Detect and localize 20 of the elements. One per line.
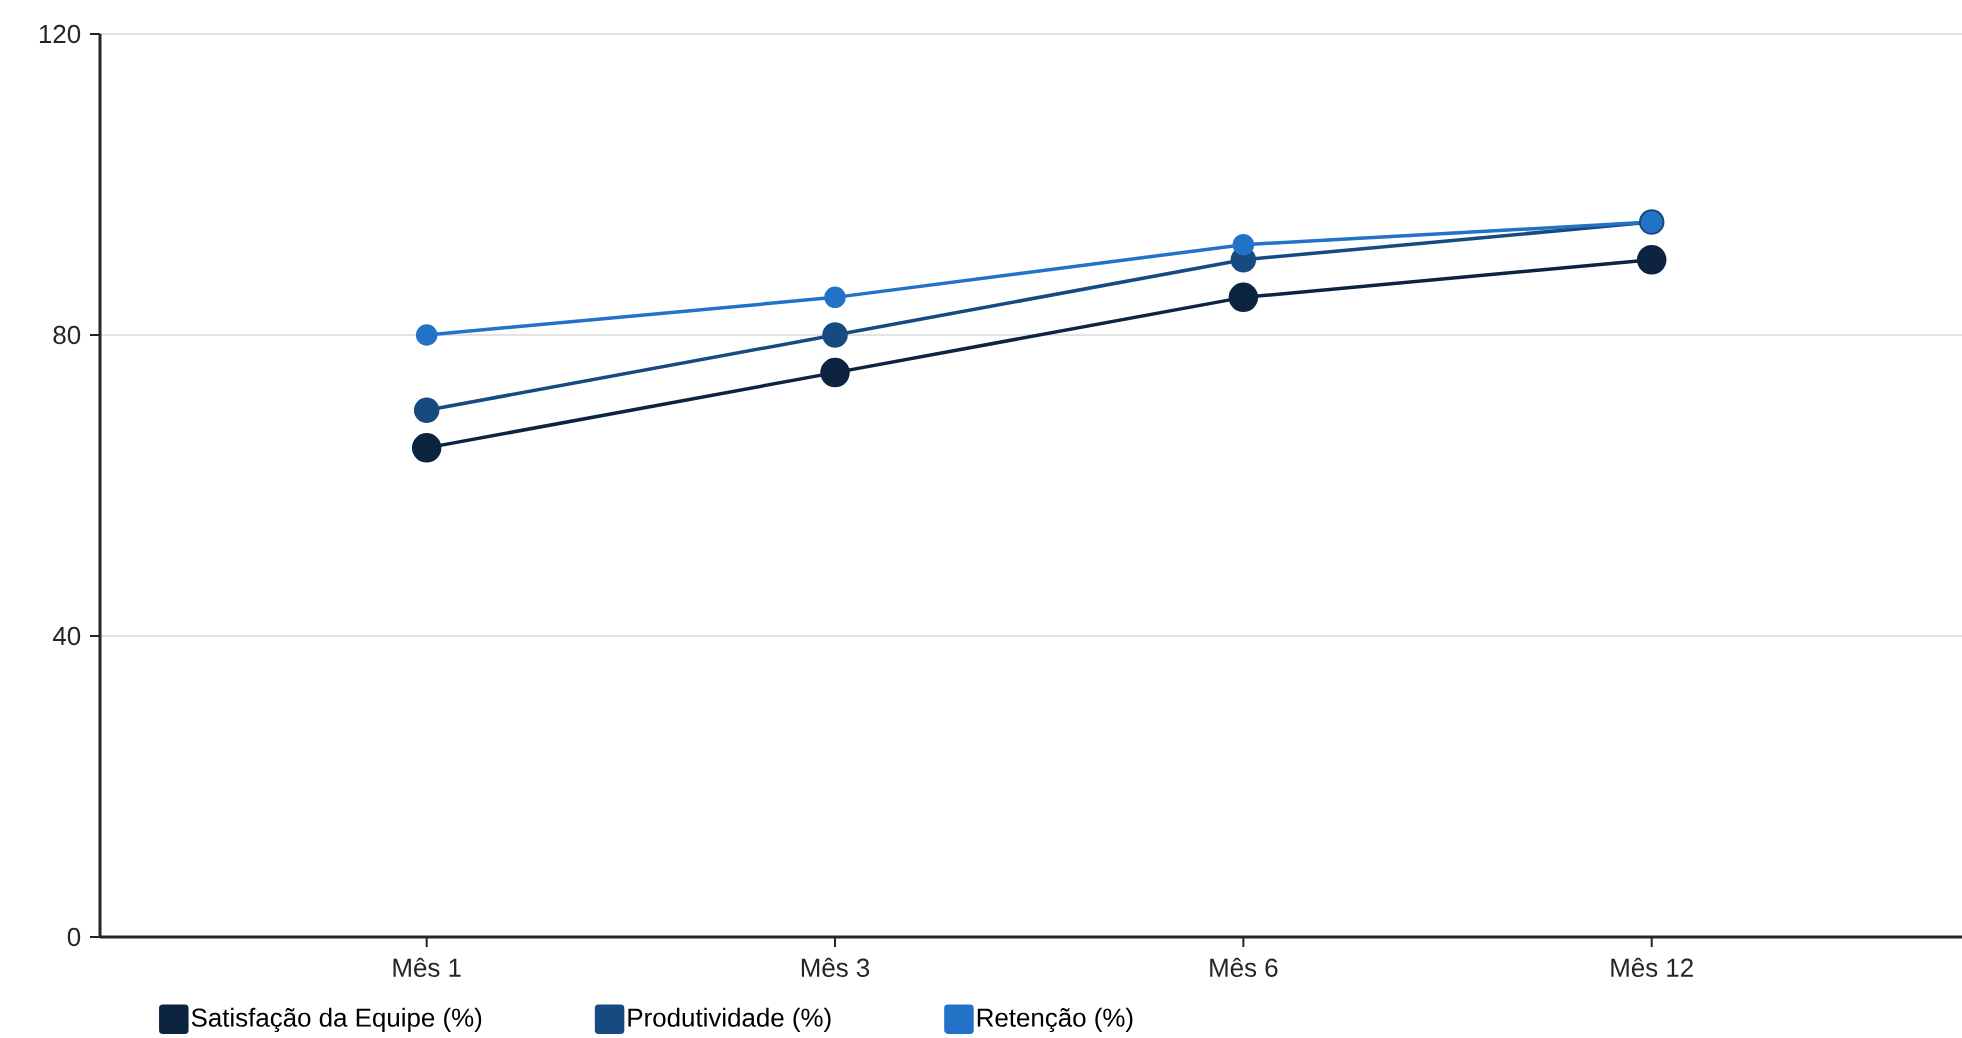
legend-label: Produtividade (%) xyxy=(628,1007,831,1032)
x-tick-label: Mês 3 xyxy=(801,957,870,977)
point xyxy=(1232,233,1255,256)
legend-label: Satisfação da Equipe (%) xyxy=(191,1007,482,1033)
x-tick-label: Mês 6 xyxy=(1210,957,1278,977)
y-tick-label: 0 xyxy=(67,927,81,947)
point xyxy=(413,397,440,423)
y-tick-label: 40 xyxy=(52,626,81,646)
point xyxy=(1228,282,1259,313)
point xyxy=(1636,244,1667,275)
point xyxy=(824,286,846,309)
x-tick-label: Mês 1 xyxy=(393,957,461,977)
point xyxy=(415,324,438,346)
y-tick-label: 120 xyxy=(39,24,81,44)
point xyxy=(820,357,850,388)
point xyxy=(822,322,848,348)
y-tick-label: 80 xyxy=(53,325,81,345)
legend-label: Retenção (%) xyxy=(977,1007,1133,1033)
point xyxy=(411,433,442,463)
x-tick-label: Mês 12 xyxy=(1611,957,1693,977)
